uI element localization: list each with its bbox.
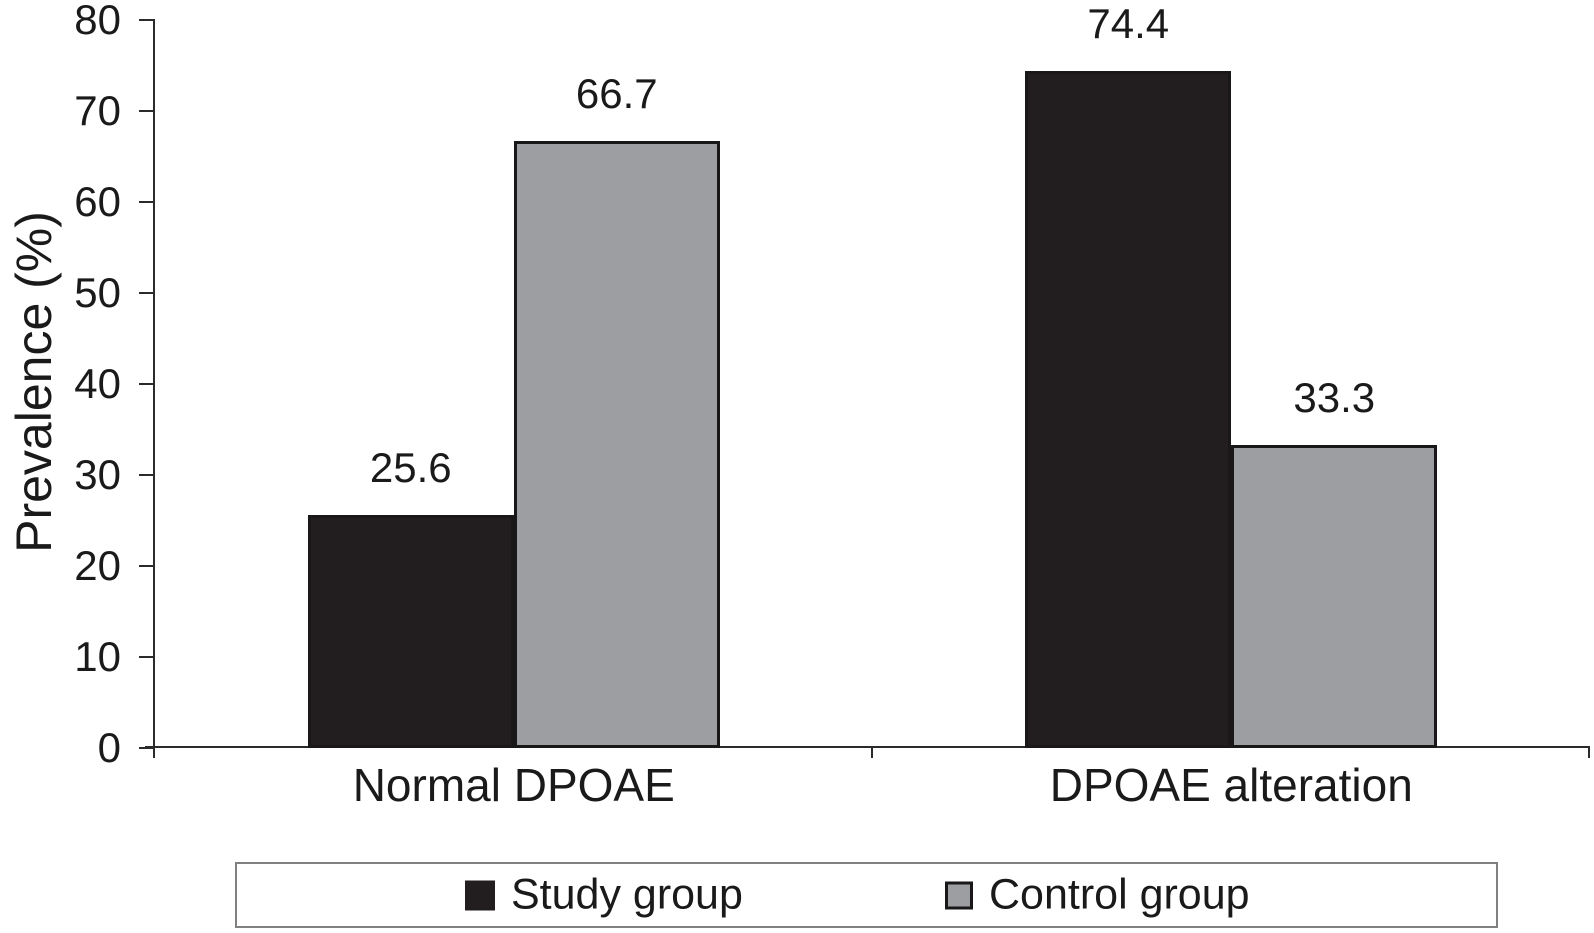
bar-study-group	[1025, 71, 1232, 748]
plot-area: 0 10 20 30 40 50 60 70 80 25.6 66.7 Normal DPOAE 74.…	[74, 0, 1590, 808]
y-axis-tick	[139, 383, 155, 385]
y-axis-tick	[139, 201, 155, 203]
bar-control-group	[513, 141, 720, 748]
y-axis-tick	[139, 656, 155, 658]
y-tick-label: 30	[74, 451, 121, 498]
y-tick-label: 80	[74, 0, 121, 43]
bar-study-group	[307, 515, 514, 748]
x-axis-tick	[1588, 746, 1590, 758]
study-group-swatch-icon	[465, 880, 495, 910]
y-tick-label: 50	[74, 269, 121, 316]
y-axis-tick	[139, 565, 155, 567]
legend: Study group Control group	[235, 862, 1498, 928]
legend-item-control-group: Control group	[945, 870, 1250, 919]
y-axis-tick	[139, 110, 155, 112]
bar-value-label: 74.4	[1087, 0, 1170, 47]
legend-item-study-group: Study group	[465, 870, 743, 919]
bar-control-group	[1231, 445, 1438, 748]
x-category-label: DPOAE alteration	[1049, 759, 1413, 811]
control-group-swatch-icon	[945, 881, 973, 909]
x-category-label: Normal DPOAE	[352, 759, 675, 811]
y-tick-label: 60	[74, 178, 121, 225]
y-tick-label: 40	[74, 360, 121, 407]
bar-value-label: 33.3	[1293, 374, 1376, 421]
y-axis-tick	[139, 19, 155, 21]
legend-label-study-group: Study group	[511, 870, 743, 919]
y-tick-label: 70	[74, 87, 121, 134]
legend-label-control-group: Control group	[989, 870, 1250, 919]
x-axis-line	[145, 746, 1590, 748]
y-axis-tick	[139, 292, 155, 294]
y-axis-tick	[139, 474, 155, 476]
x-axis-tick	[870, 746, 873, 758]
bar-value-label: 66.7	[575, 70, 658, 117]
bar-value-label: 25.6	[369, 444, 452, 491]
y-tick-label: 0	[97, 724, 121, 771]
y-axis-line	[153, 20, 155, 758]
y-tick-label: 10	[74, 633, 121, 680]
y-axis-tick	[139, 747, 155, 749]
y-tick-label: 20	[74, 542, 121, 589]
